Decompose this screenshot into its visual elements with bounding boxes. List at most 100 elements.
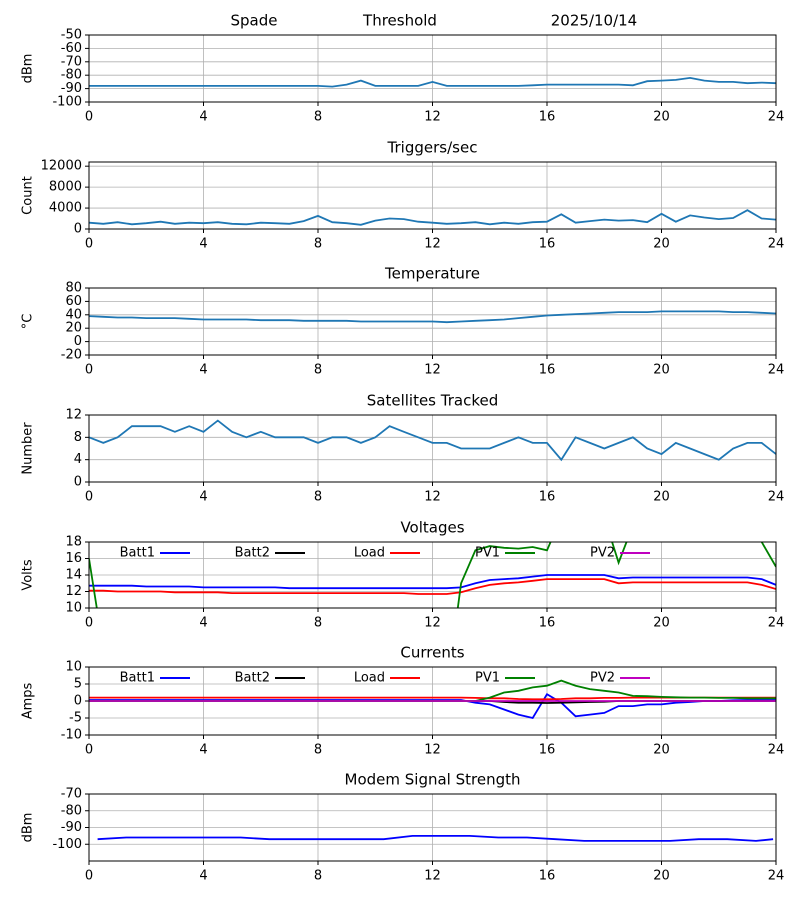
y-axis-label: dBm: [21, 54, 36, 84]
x-tick-label: 16: [539, 363, 556, 378]
x-tick-label: 24: [768, 743, 785, 758]
x-tick-label: 12: [424, 110, 441, 125]
y-tick-label: 5: [74, 677, 82, 692]
x-tick-label: 16: [539, 869, 556, 884]
x-tick-label: 20: [653, 869, 670, 884]
x-tick-label: 24: [768, 363, 785, 378]
chart-title: Satellites Tracked: [367, 392, 498, 410]
x-tick-label: 20: [653, 110, 670, 125]
plot-frame: [88, 414, 777, 483]
series-line: [89, 692, 776, 720]
plot-frame: [88, 34, 777, 103]
x-tick-label: 8: [314, 363, 322, 378]
y-tick-label: -90: [61, 81, 82, 96]
y-tick-label: 0: [74, 222, 82, 237]
series-line: [89, 419, 776, 462]
y-tick-label: -100: [52, 95, 82, 110]
y-tick-label: 8: [74, 430, 82, 445]
x-tick-label: 4: [199, 490, 207, 505]
series-line: [89, 310, 776, 324]
y-axis-label: Count: [21, 176, 36, 215]
y-tick-label: 0: [74, 475, 82, 490]
x-tick-label: 4: [199, 363, 207, 378]
y-tick-label: -20: [61, 348, 82, 363]
x-tick-label: 12: [424, 869, 441, 884]
x-tick-label: 12: [424, 616, 441, 631]
y-axis-label: dBm: [21, 813, 36, 843]
legend-label: Batt2: [235, 546, 270, 561]
y-tick-label: 4000: [49, 201, 82, 216]
series-line: [89, 76, 776, 88]
y-tick-label: 12: [65, 408, 82, 423]
x-tick-label: 0: [85, 363, 93, 378]
y-tick-label: 40: [65, 307, 82, 322]
y-tick-label: -70: [61, 787, 82, 802]
y-tick-label: -80: [61, 68, 82, 83]
chart-title: 2025/10/14: [551, 12, 637, 30]
y-tick-label: 4: [74, 452, 82, 467]
x-tick-label: 20: [653, 363, 670, 378]
chart-title: Modem Signal Strength: [345, 771, 521, 789]
chart-title: Threshold: [362, 12, 437, 30]
y-tick-label: -70: [61, 54, 82, 69]
y-tick-label: -5: [69, 711, 82, 726]
x-tick-label: 8: [314, 743, 322, 758]
y-tick-label: -10: [61, 728, 82, 743]
series-line: [89, 209, 776, 226]
x-tick-label: 12: [424, 490, 441, 505]
x-tick-label: 4: [199, 743, 207, 758]
x-tick-label: 0: [85, 743, 93, 758]
x-tick-label: 0: [85, 110, 93, 125]
x-tick-label: 0: [85, 490, 93, 505]
y-tick-label: 60: [65, 294, 82, 309]
legend-label: PV2: [590, 546, 615, 561]
y-axis-label: Amps: [21, 682, 36, 719]
x-tick-label: 8: [314, 616, 322, 631]
x-tick-label: 12: [424, 237, 441, 252]
y-tick-label: 14: [65, 568, 82, 583]
legend-label: Batt1: [120, 546, 155, 561]
x-tick-label: 12: [424, 363, 441, 378]
x-tick-label: 4: [199, 237, 207, 252]
y-tick-label: 10: [65, 601, 82, 616]
y-axis-label: Number: [21, 422, 36, 475]
y-tick-label: -80: [61, 803, 82, 818]
x-tick-label: 16: [539, 490, 556, 505]
y-tick-label: 8000: [49, 180, 82, 195]
x-tick-label: 24: [768, 869, 785, 884]
x-tick-label: 16: [539, 616, 556, 631]
y-tick-label: 18: [65, 535, 82, 550]
y-tick-label: 0: [74, 334, 82, 349]
chart-title: Voltages: [400, 519, 464, 537]
legend-label: PV1: [475, 671, 500, 686]
series-line: [89, 578, 776, 595]
x-tick-label: 24: [768, 237, 785, 252]
legend-label: PV1: [475, 546, 500, 561]
x-tick-label: 0: [85, 869, 93, 884]
x-tick-label: 24: [768, 490, 785, 505]
y-tick-label: 80: [65, 281, 82, 296]
y-tick-label: -90: [61, 820, 82, 835]
x-tick-label: 8: [314, 237, 322, 252]
y-tick-label: 12000: [41, 159, 82, 174]
y-tick-label: 20: [65, 321, 82, 336]
x-tick-label: 8: [314, 110, 322, 125]
x-tick-label: 4: [199, 869, 207, 884]
x-tick-label: 24: [768, 616, 785, 631]
x-tick-label: 16: [539, 743, 556, 758]
y-tick-label: -100: [52, 837, 82, 852]
plot-frame: [88, 666, 777, 736]
legend-label: Load: [354, 546, 385, 561]
legend-label: Batt2: [235, 671, 270, 686]
x-tick-label: 20: [653, 616, 670, 631]
legend-label: Batt1: [120, 671, 155, 686]
y-axis-label: °C: [21, 314, 36, 330]
chart-title: Temperature: [384, 265, 480, 283]
plot-frame: [88, 161, 777, 230]
x-tick-label: 20: [653, 743, 670, 758]
y-tick-label: -50: [61, 28, 82, 43]
plot-frame: [88, 793, 777, 862]
x-tick-label: 24: [768, 110, 785, 125]
x-tick-label: 20: [653, 237, 670, 252]
